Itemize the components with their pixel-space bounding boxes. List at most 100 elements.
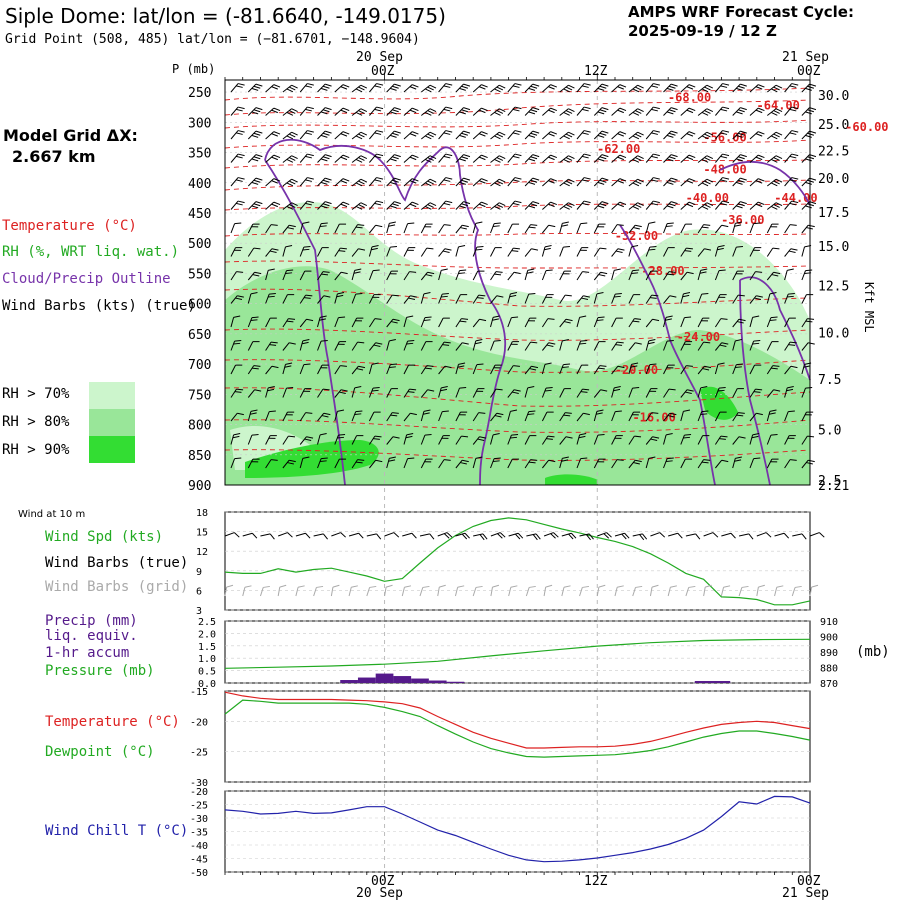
wind-barb-15-1	[247, 434, 259, 445]
wind-barb-5-28-flag-1	[720, 202, 728, 206]
wind-barb-15-8	[368, 435, 382, 445]
wind-true-barb-22-flag-0	[624, 532, 630, 539]
forecast-cycle-value: 2025-09-19 / 12 Z	[628, 22, 777, 40]
temp-ytick--25: -25	[190, 748, 208, 759]
wind-barb-1-23-flag-0	[637, 108, 644, 113]
wind-barb-3-8-flag-1	[374, 155, 382, 159]
wind-grid-barb-6	[330, 584, 340, 597]
pressure-tick-650: 650	[188, 328, 211, 343]
wind-barb-16-28-flag-0	[721, 459, 729, 463]
wind-barb-1-17-flag-1	[530, 109, 538, 113]
precip-ytick-2.0: 2.0	[198, 629, 216, 640]
wind-barb-6-29-flag-0	[735, 221, 742, 224]
wind-grid-barb-18	[543, 584, 553, 597]
wind-barb-7-10-staff	[403, 247, 409, 257]
wind-barb-2-12-staff	[438, 130, 447, 140]
wind-barb-6-19	[559, 221, 569, 234]
wind-barb-4-17-flag-0	[532, 177, 540, 181]
wind-barb-7-28-staff	[714, 246, 719, 257]
wind-barb-8-24-staff	[645, 270, 652, 281]
wind-barb-0-14-staff	[472, 84, 482, 93]
wind-barb-12-5-flag-1	[320, 367, 328, 369]
wind-barb-15-11	[420, 434, 432, 445]
wind-barb-2-9	[386, 130, 401, 140]
wind-barb-14-25-flag-1	[667, 415, 675, 418]
wind-barb-11-26-flag-1	[683, 343, 691, 345]
wind-barb-15-14	[472, 436, 487, 445]
wind-barb-15-4-flag-0	[306, 436, 314, 439]
kft-tick-12.5: 12.5	[818, 280, 849, 295]
wind-barb-16-30	[749, 457, 761, 469]
wind-barb-14-32-flag-0	[788, 410, 795, 413]
wind-barb-9-32-flag-0	[788, 293, 795, 295]
wind-barb-1-15-flag-0	[498, 108, 506, 113]
wind-barb-8-4-flag-0	[304, 270, 312, 272]
wind-barb-8-8	[368, 269, 380, 281]
wind-barb-15-7-flag-0	[356, 435, 364, 437]
wind-barb-4-16	[507, 177, 522, 187]
wind-barb-5-15	[490, 202, 506, 210]
wind-barb-10-25	[663, 315, 673, 328]
wind-barb-6-17-staff	[524, 224, 531, 234]
wind-barb-4-28-flag-1	[720, 179, 728, 182]
wind-barb-8-1	[247, 271, 262, 281]
wind-barb-15-6-flag-0	[338, 434, 346, 436]
wind-barb-6-6-staff	[334, 223, 340, 234]
wind-barb-12-31	[766, 365, 780, 375]
wind-barb-13-24	[645, 388, 658, 398]
wind-barb-13-22-flag-0	[614, 386, 621, 389]
wind-barb-5-17-flag-1	[530, 203, 538, 207]
wind-barb-7-22	[611, 248, 625, 257]
wind-barb-10-12	[438, 317, 450, 328]
wind-barb-16-5-flag-1	[319, 460, 327, 462]
wind-barb-5-28	[715, 200, 730, 210]
wind-barb-0-2	[265, 84, 281, 93]
wind-barb-10-20	[576, 315, 587, 328]
wind-barb-14-15	[490, 412, 504, 422]
wind-barb-3-21-flag-2	[597, 158, 605, 162]
wind-barb-14-29	[732, 412, 745, 422]
wind-barb-16-32-flag-0	[789, 459, 797, 461]
wind-barb-14-20-staff	[576, 412, 584, 422]
wind-true-barb-27	[703, 532, 719, 538]
wind-barb-4-2-flag-0	[273, 178, 281, 182]
wind-barb-8-23-flag-0	[632, 269, 640, 272]
wind-barb-16-19-flag-0	[562, 456, 569, 459]
wind-barb-13-1-staff	[247, 389, 255, 398]
wind-barb-4-8	[369, 177, 384, 187]
wind-barb-12-32-staff	[784, 365, 792, 375]
wind-barb-0-18	[542, 84, 558, 93]
wind-barb-11-25-flag-0	[667, 340, 674, 342]
wind-barb-10-3-staff	[282, 318, 289, 328]
wind-true-barb-12-flag-1	[443, 533, 450, 539]
wind-barb-0-14	[472, 84, 488, 93]
wind-barb-14-17-flag-0	[528, 410, 536, 413]
wind-barb-15-9	[386, 436, 400, 445]
wind-barb-0-31-flag-2	[771, 88, 778, 93]
wind-barb-3-29	[732, 154, 747, 163]
wind-barb-7-11-staff	[420, 247, 428, 257]
wind-barb-3-19	[559, 155, 575, 163]
wind-barb-3-0-flag-0	[237, 153, 245, 157]
wind-barb-7-3	[282, 245, 293, 257]
wind-barb-15-6-staff	[334, 434, 339, 445]
wind-barb-9-27-flag-0	[701, 293, 709, 295]
wind-barb-13-24-flag-1	[649, 390, 657, 392]
wind-barb-14-6-flag-0	[337, 409, 345, 412]
wind-barb-0-6-flag-1	[340, 86, 348, 90]
wind-barb-4-3	[282, 178, 298, 187]
wind-barb-0-22	[611, 84, 627, 93]
wind-barb-6-3-flag-0	[289, 224, 296, 228]
wind-barb-16-0	[230, 457, 242, 469]
wind-barb-0-17	[524, 83, 540, 93]
wind-true-barb-16-flag-0	[517, 532, 524, 539]
wind-barb-15-23-flag-0	[634, 435, 642, 438]
wind-barb-6-25	[663, 222, 674, 234]
wind-true-barb-2-staff	[260, 533, 271, 537]
wind-barb-15-2-staff	[265, 435, 271, 445]
wind-barb-0-12	[438, 83, 453, 93]
kft-tick-2.5: 2.5	[818, 474, 841, 489]
wind-barb-13-6-flag-0	[340, 389, 348, 392]
wind-barb-13-28	[714, 387, 726, 398]
wind-true-barb-27-flag-0	[712, 532, 719, 538]
